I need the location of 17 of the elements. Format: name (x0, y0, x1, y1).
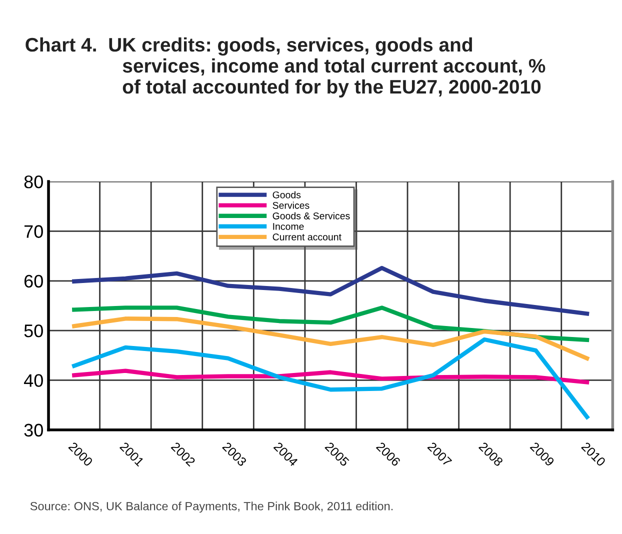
y-tick-label: 70 (24, 225, 43, 238)
y-tick-label: 60 (24, 274, 43, 288)
line-series (72, 368, 590, 384)
line-series (72, 266, 590, 316)
y-tick-label: 80 (24, 175, 43, 188)
legend-label: Goods (272, 191, 301, 198)
line-series (72, 316, 590, 360)
y-tick-label: 30 (24, 424, 43, 437)
legend-label: Current account (272, 234, 342, 240)
chart-title: Chart 4. UK credits: goods, services, goods and services, income and total current account, % of total accounted for by the EU27, 2000-2010 (26, 37, 546, 98)
legend-label: Services (272, 202, 310, 209)
y-tick-label: 50 (24, 324, 43, 338)
legend-label: Goods & Services (272, 212, 350, 220)
source-note: Source: ONS, UK Balance of Payments, The Pink Book, 2011 edition. (30, 502, 393, 513)
line-series (72, 337, 590, 420)
legend-label: Income (273, 223, 304, 230)
y-tick-label: 40 (24, 374, 43, 387)
